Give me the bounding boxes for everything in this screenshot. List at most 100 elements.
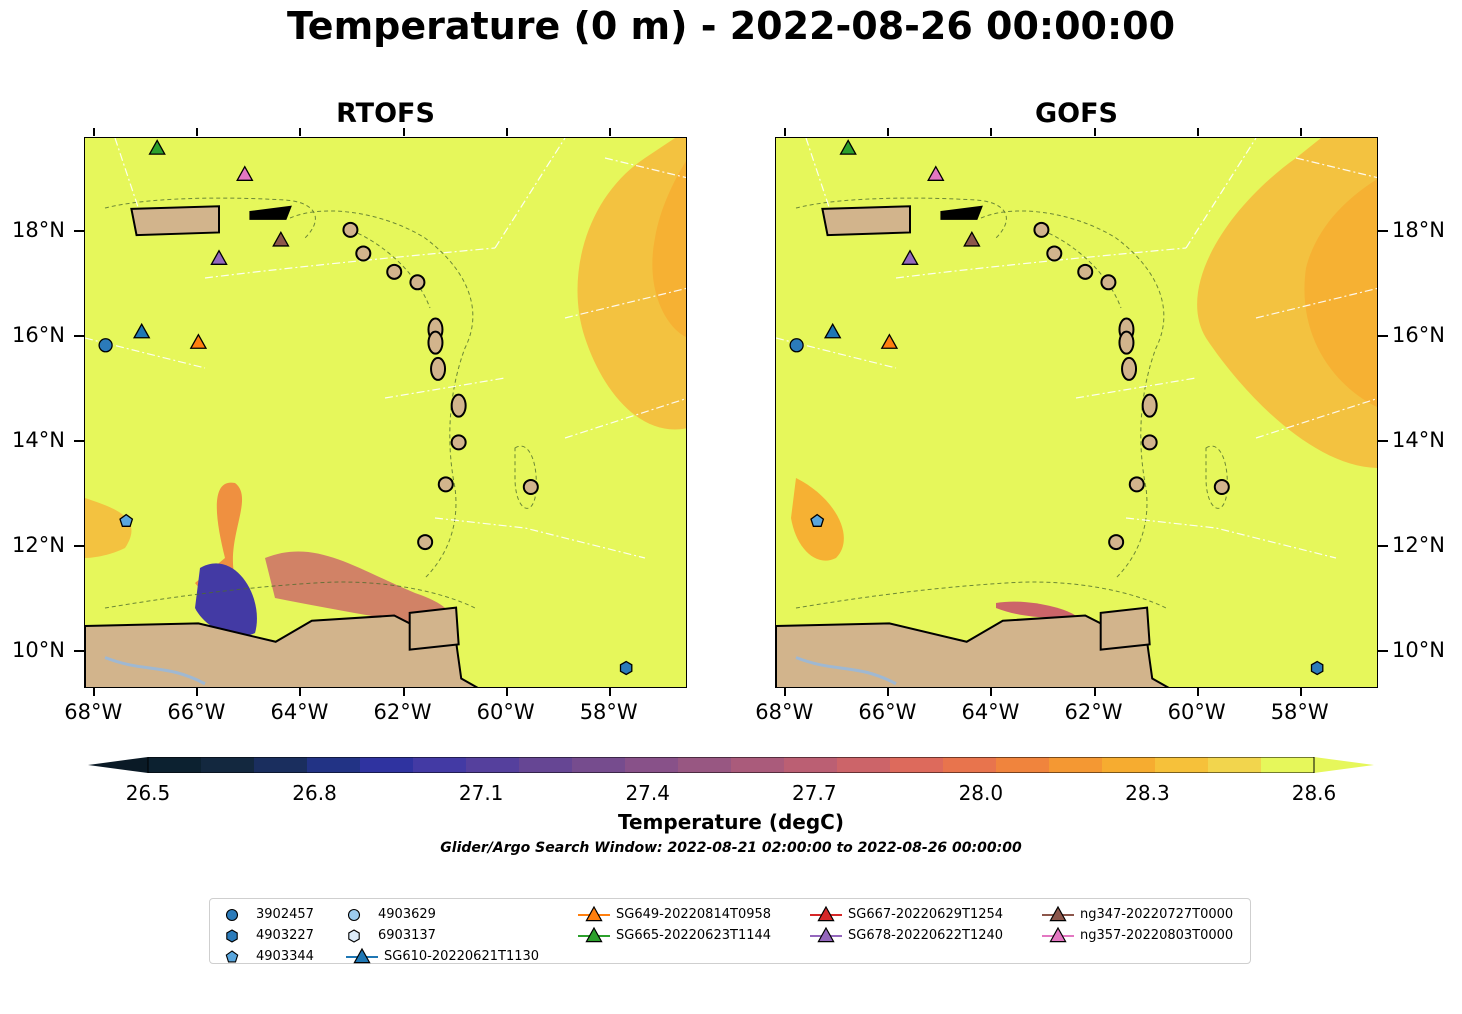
- island: [437, 476, 454, 493]
- marker-4903344: [810, 513, 825, 527]
- marker-SG649-20220814T0958: [880, 333, 899, 349]
- warm-water: [652, 161, 686, 337]
- island: [1046, 245, 1063, 262]
- island: [522, 478, 539, 495]
- map-canvas: [85, 138, 686, 687]
- colorbar-segment: [996, 757, 1050, 773]
- land-puerto-rico: [821, 205, 911, 237]
- eez-boundary: [1295, 157, 1377, 179]
- colorbar-tick-label: 26.5: [125, 781, 171, 805]
- lon-tick-mark: [402, 128, 405, 136]
- lat-tick-label: 18°N: [12, 218, 65, 243]
- bathymetry-contour: [1035, 227, 1122, 309]
- island: [427, 330, 444, 355]
- lat-tick-label: 14°N: [12, 428, 65, 453]
- lon-tick-mark: [784, 688, 787, 696]
- colorbar-segment: [784, 757, 838, 773]
- eez-boundary: [1255, 287, 1377, 319]
- legend-label: SG665-20220623T1144: [616, 928, 772, 943]
- lon-tick-label: 62°W: [373, 700, 432, 724]
- lon-tick-label: 58°W: [579, 700, 638, 724]
- map-rtofs[interactable]: [84, 137, 687, 688]
- lat-tick-mark: [1378, 545, 1388, 548]
- legend-item: SG667-20220629T1254: [808, 905, 1033, 925]
- colorbar-extend-low: [88, 757, 148, 773]
- lon-tick-mark: [608, 688, 611, 696]
- lat-tick-mark: [1378, 440, 1388, 443]
- colorbar-segment: [1102, 757, 1156, 773]
- lon-tick-mark: [196, 688, 199, 696]
- colorbar-outline: [147, 757, 1315, 773]
- legend-marker-circle-icon: [225, 908, 239, 922]
- island: [1100, 274, 1117, 291]
- legend-marker-pentagon-icon: [225, 950, 239, 963]
- lon-tick-mark: [299, 128, 302, 136]
- legend-item: SG665-20220623T1144: [576, 926, 801, 946]
- bathymetry-contour: [104, 581, 476, 609]
- warm-water: [85, 498, 132, 558]
- island: [342, 221, 359, 238]
- lat-tick-mark: [1378, 230, 1388, 233]
- eez-boundary: [564, 287, 686, 319]
- lon-tick-label: 60°W: [476, 700, 535, 724]
- legend-marker-hexagon-icon: [226, 929, 238, 943]
- colorbar-extend-high: [1314, 757, 1374, 773]
- island: [1141, 393, 1158, 418]
- land-trinidad: [1099, 606, 1151, 651]
- lat-tick-label: 18°N: [1392, 218, 1445, 243]
- legend-item: 4903227: [222, 926, 447, 946]
- panel-title-gofs: GOFS: [1034, 98, 1118, 129]
- lat-tick-label: 14°N: [1392, 428, 1445, 453]
- legend-marker-triangle-line-icon: [810, 905, 842, 922]
- legend-item: SG649-20220814T0958: [576, 905, 801, 925]
- lon-tick-label: 66°W: [167, 700, 226, 724]
- legend-item: 4903344: [222, 947, 447, 967]
- island: [409, 274, 426, 291]
- lat-tick-mark: [74, 440, 84, 443]
- cool-water: [195, 563, 257, 637]
- map-canvas: [776, 138, 1377, 687]
- lon-tick-mark: [1093, 688, 1096, 696]
- marker-3902457: [98, 338, 113, 353]
- lon-tick-label: 68°W: [755, 700, 814, 724]
- island: [1108, 534, 1125, 551]
- colorbar-tick-label: 28.0: [958, 781, 1004, 805]
- eez-boundary: [494, 138, 566, 249]
- island: [450, 434, 467, 451]
- legend-label: ng347-20220727T0000: [1080, 907, 1234, 922]
- map-gofs[interactable]: [775, 137, 1378, 688]
- colorbar-tick-label: 28.6: [1291, 781, 1337, 805]
- island: [417, 534, 434, 551]
- marker-SG610-20220621T1130: [823, 322, 842, 339]
- colorbar-segment: [1208, 757, 1262, 773]
- legend-item: 4903629: [344, 905, 569, 925]
- colorbar-segment: [890, 757, 944, 773]
- marker-ng357-20220803T0000: [927, 165, 945, 181]
- colorbar-segment: [519, 757, 573, 773]
- colorbar-tick-label: 27.1: [458, 781, 504, 805]
- lat-tick-mark: [74, 335, 84, 338]
- marker-SG665-20220623T1144: [839, 139, 857, 155]
- colorbar-segment: [360, 757, 414, 773]
- marker-ng347-20220727T0000: [963, 230, 981, 247]
- lon-tick-mark: [196, 128, 199, 136]
- lat-tick-mark: [74, 230, 84, 233]
- cool-water: [265, 551, 450, 628]
- land-puerto-rico: [130, 205, 220, 237]
- marker-4903227: [1310, 660, 1324, 676]
- island: [1213, 478, 1230, 495]
- bathymetry-contour: [795, 581, 1167, 609]
- colorbar-segment: [466, 757, 520, 773]
- lat-tick-mark: [1378, 335, 1388, 338]
- lon-tick-mark: [1196, 128, 1199, 136]
- cool-water: [996, 601, 1076, 618]
- lat-tick-label: 10°N: [1392, 638, 1445, 663]
- lon-tick-label: 62°W: [1064, 700, 1123, 724]
- legend-label: 6903137: [378, 928, 436, 943]
- colorbar-segment: [1261, 757, 1315, 773]
- eez-boundary: [1185, 138, 1257, 249]
- legend-label: 4903344: [256, 949, 314, 964]
- river: [104, 656, 206, 686]
- colorbar-segment: [148, 757, 202, 773]
- legend-item: 3902457: [222, 905, 447, 925]
